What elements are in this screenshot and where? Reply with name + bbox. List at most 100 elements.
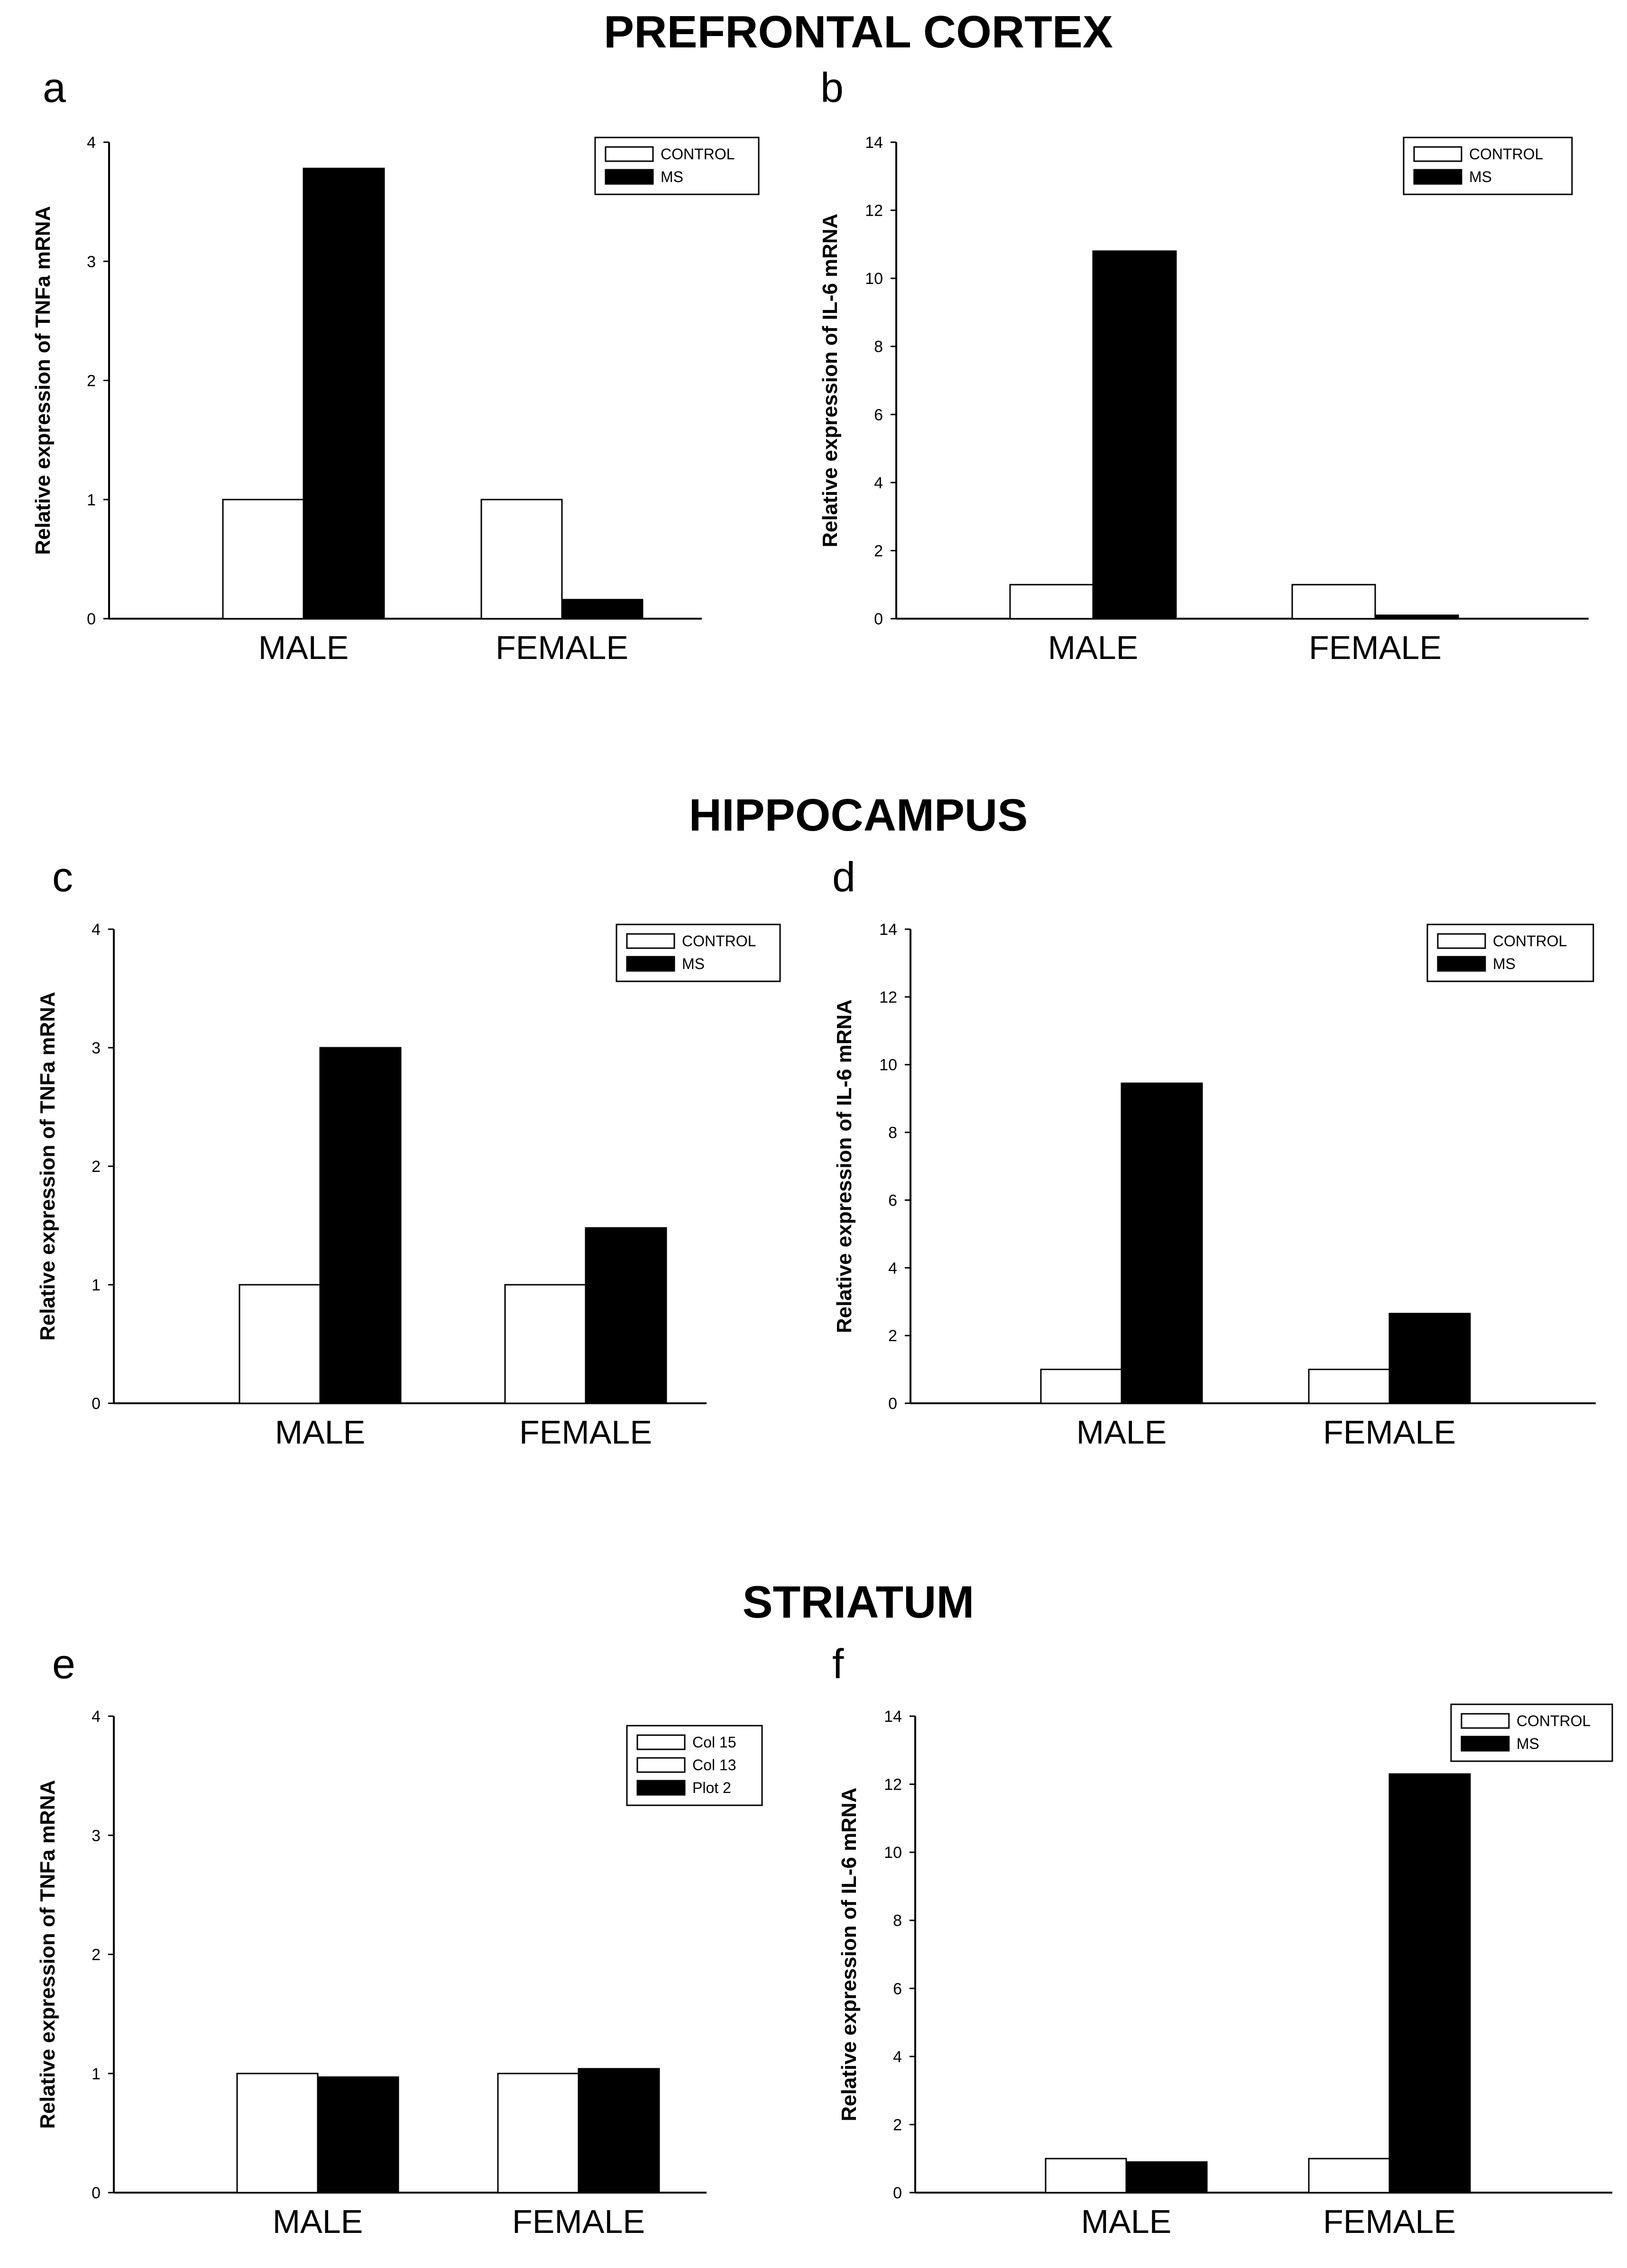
y-tick-label: 6 — [874, 406, 883, 424]
bar-ms-male — [1092, 250, 1177, 620]
legend-label: CONTROL — [1517, 1712, 1590, 1729]
category-label: FEMALE — [1309, 629, 1442, 666]
bar-ms-female — [1374, 614, 1459, 620]
bar-ms-male — [319, 1047, 402, 1404]
y-tick-label: 2 — [92, 1158, 101, 1176]
legend-swatch — [1437, 933, 1486, 949]
legend-swatch — [605, 169, 654, 185]
legend-swatch — [605, 146, 654, 162]
bar-ms-male — [1121, 1082, 1203, 1404]
category-label: MALE — [1048, 629, 1139, 666]
category-label: FEMALE — [1323, 2203, 1456, 2240]
y-tick-label: 2 — [893, 2116, 902, 2134]
legend-swatch — [636, 1734, 686, 1750]
chart-panel-e: 0 1 2 3 4 Relative expression of TNFa mRNA MAL… — [36, 1708, 763, 2240]
category-label: MALE — [258, 629, 349, 666]
legend-swatch — [626, 956, 675, 972]
y-tick-label: 0 — [888, 1395, 897, 1413]
y-tick-label: 4 — [92, 1708, 101, 1726]
bar-col-15-male — [236, 2073, 319, 2194]
legend-swatch — [1461, 1713, 1510, 1729]
y-tick-label: 12 — [879, 988, 897, 1006]
y-tick-label: 0 — [92, 2184, 101, 2202]
bar-ms-female — [561, 599, 643, 620]
y-tick-label: 4 — [893, 2048, 902, 2066]
y-tick-label: 8 — [874, 338, 883, 356]
y-tick-label: 12 — [865, 202, 883, 220]
bar-control-female — [504, 1284, 587, 1404]
legend-label: Col 13 — [692, 1756, 736, 1774]
bar-control-female — [1308, 2158, 1390, 2194]
y-tick-label: 0 — [92, 1395, 101, 1413]
y-tick-label: 10 — [879, 1056, 897, 1074]
chart-panel-d: 0 2 4 6 8 10 12 14 Relative expression of IL-6 m… — [833, 921, 1596, 1451]
legend-swatch — [636, 1757, 686, 1773]
y-tick-label: 1 — [87, 491, 96, 509]
section-title-hippocampus: HIPPOCAMPUS — [689, 790, 1028, 841]
y-axis-label: Relative expression of TNFa mRNA — [36, 1780, 59, 2129]
bar-plot-2-male — [317, 2076, 399, 2194]
legend-swatch — [1413, 169, 1462, 185]
panel-letter-d: d — [832, 853, 855, 900]
y-tick-label: 14 — [865, 134, 883, 152]
legend-label: MS — [661, 168, 683, 185]
legend-label: CONTROL — [682, 933, 756, 950]
y-tick-label: 2 — [92, 1946, 101, 1964]
y-tick-label: 4 — [874, 474, 883, 492]
bar-control-male — [239, 1284, 321, 1404]
bar-ms-male — [1125, 2161, 1208, 2194]
category-label: FEMALE — [496, 629, 628, 666]
bar-plot-2-female — [578, 2068, 660, 2194]
bar-control-male — [1009, 584, 1094, 620]
panel-letter-f: f — [832, 1640, 844, 1687]
bar-control-female — [1308, 1369, 1390, 1404]
chart-panel-a: 0 1 2 3 4 Relative expression of TNFa mRNA MAL… — [31, 134, 760, 666]
legend-label: CONTROL — [1493, 933, 1567, 950]
category-label: MALE — [1076, 1414, 1167, 1451]
y-tick-label: 10 — [884, 1844, 902, 1862]
bar-control-female — [1291, 584, 1376, 620]
y-tick-label: 2 — [888, 1327, 897, 1345]
chart-panel-b: 0 2 4 6 8 10 12 14 Relative expression of IL-6 m… — [818, 134, 1589, 666]
section-title-prefrontal-cortex: PREFRONTAL CORTEX — [604, 7, 1113, 57]
category-label: FEMALE — [512, 2203, 645, 2240]
y-tick-label: 4 — [87, 134, 96, 152]
legend-swatch — [1437, 956, 1486, 972]
category-label: FEMALE — [519, 1414, 652, 1451]
bar-ms-female — [585, 1227, 667, 1404]
y-tick-label: 0 — [874, 610, 883, 628]
y-tick-label: 4 — [888, 1259, 897, 1277]
bar-ms-female — [1388, 1773, 1471, 2194]
bar-control-male — [222, 499, 304, 620]
y-tick-label: 6 — [893, 1980, 902, 1998]
bar-control-female — [480, 499, 563, 620]
y-axis-label: Relative expression of TNFa mRNA — [36, 992, 59, 1341]
y-tick-label: 0 — [87, 610, 96, 628]
category-label: MALE — [273, 2203, 363, 2240]
bar-ms-female — [1388, 1313, 1471, 1404]
chart-panel-c: 0 1 2 3 4 Relative expression of TNFa mRNA MAL… — [36, 921, 781, 1451]
y-tick-label: 1 — [92, 2065, 101, 2083]
legend-label: MS — [1517, 1735, 1539, 1752]
category-label: MALE — [275, 1414, 366, 1451]
y-tick-label: 2 — [87, 372, 96, 390]
y-tick-label: 4 — [92, 921, 101, 939]
category-label: MALE — [1081, 2203, 1172, 2240]
y-tick-label: 14 — [879, 921, 897, 939]
y-axis-label: Relative expression of IL-6 mRNA — [837, 1787, 861, 2121]
panel-letter-b: b — [820, 64, 844, 111]
y-axis-label: Relative expression of IL-6 mRNA — [833, 999, 856, 1333]
category-label: FEMALE — [1323, 1414, 1456, 1451]
y-tick-label: 14 — [884, 1708, 902, 1726]
bar-control-male — [1040, 1369, 1122, 1404]
legend-label: MS — [682, 955, 705, 972]
legend-label: Col 15 — [692, 1734, 736, 1751]
y-axis-label: Relative expression of IL-6 mRNA — [818, 213, 842, 547]
panel-letter-a: a — [43, 64, 66, 111]
section-title-striatum: STRIATUM — [743, 1577, 974, 1628]
y-tick-label: 10 — [865, 270, 883, 288]
bar-control-male — [1045, 2158, 1127, 2194]
legend-swatch — [626, 933, 675, 949]
bar-col-15-female — [497, 2073, 579, 2194]
